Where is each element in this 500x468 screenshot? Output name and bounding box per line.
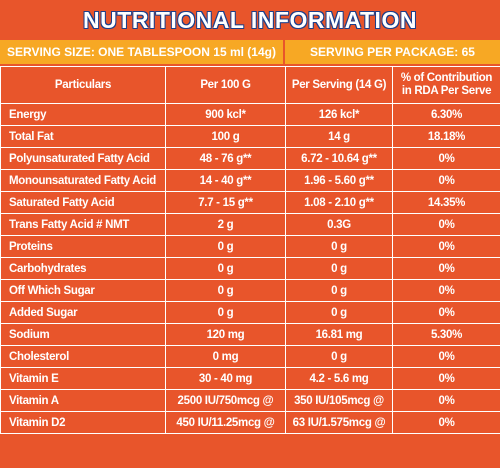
table-cell: 16.81 mg [285, 323, 393, 346]
table-cell: 14.35% [392, 191, 500, 214]
table-row: Vitamin A 2500 IU/750mcg @350 IU/105mcg @… [0, 389, 500, 412]
table-row: Saturated Fatty Acid 7.7 - 15 g** 1.08 - 2… [0, 191, 500, 214]
table-cell: 1.96 - 5.60 g** [285, 169, 393, 192]
table-cell: 0 g [285, 235, 393, 258]
table-row: Cholesterol 0 mg 0 g 0% [0, 345, 500, 368]
table-cell: 14 g [285, 125, 393, 148]
table-row: Vitamin E 30 - 40 mg 4.2 - 5.6 mg 0% [0, 367, 500, 390]
table-cell: 30 - 40 mg [165, 367, 286, 390]
nutrient-name: Off Which Sugar [0, 279, 166, 302]
nutrient-name: Total Fat [0, 125, 166, 148]
serving-size: SERVING SIZE: ONE TABLESPOON 15 ml (14g) [0, 40, 283, 64]
table-cell: 2500 IU/750mcg @ [165, 389, 286, 412]
table-cell: 0% [392, 169, 500, 192]
table-cell: 0% [392, 301, 500, 324]
table-row: Sodium 120 mg 16.81 mg 5.30% [0, 323, 500, 346]
table-cell: 2 g [165, 213, 286, 236]
header-cell: Per Serving (14 G) [285, 66, 393, 104]
nutrient-name: Cholesterol [0, 345, 166, 368]
table-cell: 48 - 76 g** [165, 147, 286, 170]
table-cell: 0 mg [165, 345, 286, 368]
serving-bar: SERVING SIZE: ONE TABLESPOON 15 ml (14g)… [0, 40, 500, 64]
table-cell: 0 g [285, 301, 393, 324]
header-cell: Particulars [0, 66, 166, 104]
nutrient-name: Vitamin A [0, 389, 166, 412]
table-cell: 14 - 40 g** [165, 169, 286, 192]
table-cell: 120 mg [165, 323, 286, 346]
table-cell: 0% [392, 345, 500, 368]
table-cell: 0 g [285, 279, 393, 302]
table-cell: 4.2 - 5.6 mg [285, 367, 393, 390]
nutrition-table: Particulars Per 100 G Per Serving (14 G)% … [0, 66, 500, 434]
table-cell: 7.7 - 15 g** [165, 191, 286, 214]
nutrient-name: Polyunsaturated Fatty Acid [0, 147, 166, 170]
table-cell: 6.30% [392, 103, 500, 126]
table-cell: 0% [392, 279, 500, 302]
nutrient-name: Vitamin D2 [0, 411, 166, 434]
nutrient-name: Saturated Fatty Acid [0, 191, 166, 214]
table-cell: 1.08 - 2.10 g** [285, 191, 393, 214]
header-cell: % of Contribution in RDA Per Serve [392, 66, 500, 104]
table-cell: 0 g [165, 301, 286, 324]
table-cell: 450 IU/11.25mcg @ [165, 411, 286, 434]
header-row: Particulars Per 100 G Per Serving (14 G)% … [0, 66, 500, 104]
table-cell: 900 kcl* [165, 103, 286, 126]
table-cell: 0% [392, 213, 500, 236]
table-cell: 0% [392, 147, 500, 170]
table-cell: 6.72 - 10.64 g** [285, 147, 393, 170]
nutrient-name: Carbohydrates [0, 257, 166, 280]
nutrient-name: Proteins [0, 235, 166, 258]
table-cell: 0 g [285, 345, 393, 368]
nutrient-name: Monounsaturated Fatty Acid [0, 169, 166, 192]
table-cell: 0.3G [285, 213, 393, 236]
table-cell: 0 g [165, 235, 286, 258]
table-row: Monounsaturated Fatty Acid 14 - 40 g** 1.9… [0, 169, 500, 192]
table-cell: 0% [392, 389, 500, 412]
servings-per-package: SERVING PER PACKAGE: 65 [285, 40, 500, 64]
table-cell: 5.30% [392, 323, 500, 346]
title: NUTRITIONAL INFORMATION [83, 7, 417, 33]
table-cell: 0 g [165, 257, 286, 280]
table-cell: 100 g [165, 125, 286, 148]
table-row: Polyunsaturated Fatty Acid 48 - 76 g** 6.7… [0, 147, 500, 170]
table-cell: 63 IU/1.575mcg @ [285, 411, 393, 434]
table-cell: 0% [392, 257, 500, 280]
nutrient-name: Sodium [0, 323, 166, 346]
table-cell: 350 IU/105mcg @ [285, 389, 393, 412]
nutrient-name: Vitamin E [0, 367, 166, 390]
table-row: Energy 900 kcl* 126 kcl* 6.30% [0, 103, 500, 126]
nutrient-name: Energy [0, 103, 166, 126]
nutrient-name: Trans Fatty Acid # NMT [0, 213, 166, 236]
table-cell: 0 g [165, 279, 286, 302]
table-cell: 0% [392, 235, 500, 258]
table-cell: 0% [392, 411, 500, 434]
table-row: Trans Fatty Acid # NMT 2 g 0.3G 0% [0, 213, 500, 236]
table-cell: 126 kcl* [285, 103, 393, 126]
table-cell: 0% [392, 367, 500, 390]
nutrient-name: Added Sugar [0, 301, 166, 324]
header-cell: Per 100 G [165, 66, 286, 104]
table-row: Vitamin D2 450 IU/11.25mcg @63 IU/1.575mc… [0, 411, 500, 434]
table-cell: 18.18% [392, 125, 500, 148]
table-cell: 0 g [285, 257, 393, 280]
table-row: Total Fat 100 g 14 g 18.18% [0, 125, 500, 148]
